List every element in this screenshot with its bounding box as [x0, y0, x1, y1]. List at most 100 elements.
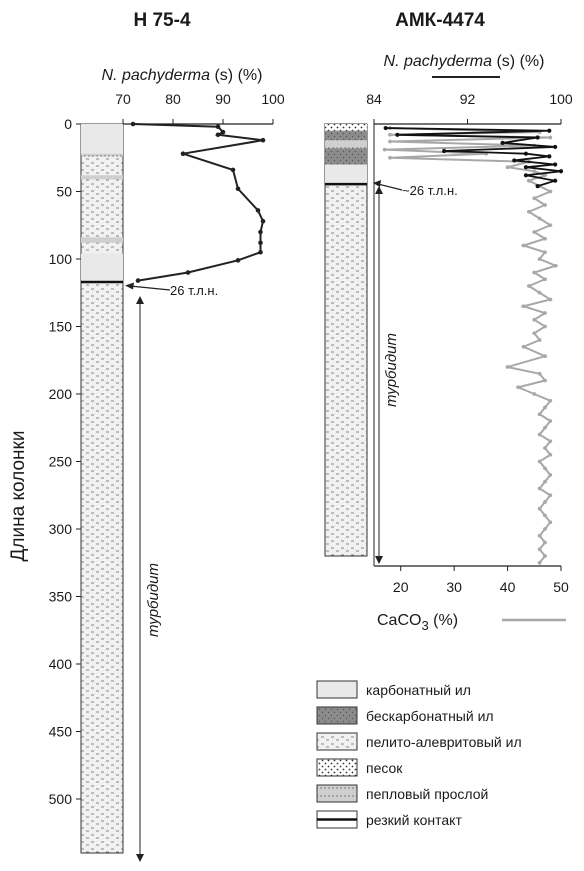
panel1-layer [81, 124, 123, 154]
legend-swatch-sand [316, 758, 358, 777]
panel2-pachyderma-point [547, 128, 552, 133]
panel2-layer [325, 164, 367, 184]
panel2-x-tick-label: 92 [460, 91, 476, 107]
legend-item-sand: песок [316, 758, 403, 777]
panel1-series-line [132, 123, 265, 282]
panel1-x-axis-label: N. pachyderma (s) (%) [102, 67, 263, 84]
legend-label-ash: пепловый прослой [366, 786, 488, 802]
panel1-x-tick-label: 80 [165, 91, 181, 107]
panel2-caco3-point [548, 398, 553, 403]
y-tick-label: 0 [64, 116, 72, 132]
panel2-caco3-point [553, 263, 558, 268]
panel2-caco3-point [543, 540, 547, 545]
panel2-x2-ticks: 20 30 40 50 [393, 566, 569, 595]
panel2-pachyderma-point [442, 148, 447, 154]
panel1-turbidite-label: турбидит [145, 563, 162, 637]
legend-label-carbonate: карбонатный ил [366, 682, 471, 698]
panel2-caco3-point [543, 479, 547, 484]
panel2-pachyderma-line [385, 127, 562, 187]
panel2-caco3-point [548, 189, 553, 194]
panel1-layer [81, 153, 123, 157]
panel2-caco3-point [537, 338, 542, 342]
legend-label-noncarbonate: бескарбонатный ил [366, 708, 494, 724]
panel1-data-point [255, 208, 261, 213]
y-tick-label: 300 [49, 521, 73, 537]
lithology-legend: карбонатный ил бескарбонатный ил пелито-… [316, 680, 522, 829]
panel2-x2-tick-label: 30 [446, 579, 462, 595]
panel2-caco3-point [388, 139, 392, 144]
panel1-series [130, 121, 266, 283]
panel2-age-annotation: ~26 т.л.н. [373, 180, 458, 198]
panel1-turbidite-annotation: турбидит [136, 296, 162, 862]
panel2-caco3-point [516, 385, 521, 390]
panel2-caco3-point [548, 520, 553, 525]
legend-item-ash: пепловый прослой [316, 784, 488, 803]
panel1-layer [81, 175, 123, 180]
y-tick-label: 350 [49, 589, 73, 605]
panel2-caco3-point [543, 513, 547, 518]
panel2-caco3-point [543, 554, 547, 558]
y-tick-label: 50 [56, 184, 72, 200]
panel1-x-tick-label: 90 [215, 91, 231, 107]
panel2-caco3-point [388, 155, 392, 160]
panel2-caco3-point [521, 304, 526, 309]
panel2-caco3-point [527, 284, 531, 288]
panel1-column-body [80, 123, 124, 854]
panel2-x2-tick-label: 20 [393, 579, 409, 595]
panel2-caco3-point [537, 560, 542, 565]
panel2-x-axis-label: N. pachyderma (s) (%) [384, 53, 545, 70]
panel1-data-point [215, 132, 221, 138]
panel1-x-tick-label: 70 [115, 91, 131, 107]
y-tick-label: 400 [49, 656, 73, 672]
panel2-caco3-point [548, 297, 553, 302]
panel1-data-point [260, 137, 266, 143]
panel2-caco3-point [537, 412, 542, 417]
panel2-x-ticks: 84 92 100 [366, 91, 573, 124]
panel2-x2-tick-label: 40 [500, 579, 516, 595]
panel2-lithology-column [324, 123, 368, 557]
panel2-caco3-point [527, 209, 531, 214]
panel2-caco3-point [537, 432, 542, 437]
panel2-age-arrowhead [373, 180, 381, 187]
panel1-data-point [235, 186, 241, 192]
panel2-pachyderma-point [553, 162, 558, 167]
panel2-turbidite-annotation: турбидит [375, 186, 400, 564]
panel2-caco3-point [543, 250, 547, 255]
panel2-caco3-point [521, 344, 526, 349]
panel2-caco3-point [543, 324, 547, 329]
panel2-caco3-point [388, 132, 392, 137]
panel2-caco3-point [537, 506, 542, 511]
panel2-caco3-point [532, 230, 537, 234]
panel1-data-point [260, 218, 266, 224]
panel1-data-point [258, 229, 263, 235]
panel2-caco3-point [537, 547, 542, 552]
panel2-x2-axis-label: CaCO3 (%) [377, 612, 458, 633]
panel2-caco3-point [532, 169, 537, 174]
panel2-caco3-point [548, 493, 553, 498]
panel2-caco3-point [382, 147, 387, 152]
panel2-pachyderma-point [553, 144, 558, 150]
panel2-caco3-point [537, 533, 542, 538]
panel2-caco3-point [532, 392, 537, 396]
y-tick-label: 500 [49, 791, 73, 807]
panel1-data-point [230, 167, 236, 173]
panel2-pachyderma-point [558, 169, 564, 174]
panel1-data-point [258, 249, 263, 255]
panel2-turbidite-arrow-bottom [375, 556, 383, 564]
legend-swatch-ash [316, 784, 358, 803]
y-tick-label: 450 [49, 724, 73, 740]
panel2-caco3-point [537, 371, 542, 376]
panel1-y-ticks: 0 50 100 150 200 250 300 350 400 450 500 [49, 116, 81, 807]
panel1-turbidite-arrow-bottom [136, 854, 144, 862]
panel2-pachyderma-point [383, 125, 388, 131]
panel1-age-arrow [129, 285, 171, 291]
panel2-caco3-point [548, 452, 553, 457]
panel1-turbidite-arrow-top [136, 296, 144, 304]
panel2-caco3-point [532, 317, 537, 322]
panel2-pachyderma-point [535, 184, 540, 189]
panel2-caco3-point [548, 135, 553, 140]
panel2-caco3-point [543, 425, 547, 430]
panel2-caco3-point [543, 378, 547, 383]
panel2-layer [325, 130, 367, 141]
